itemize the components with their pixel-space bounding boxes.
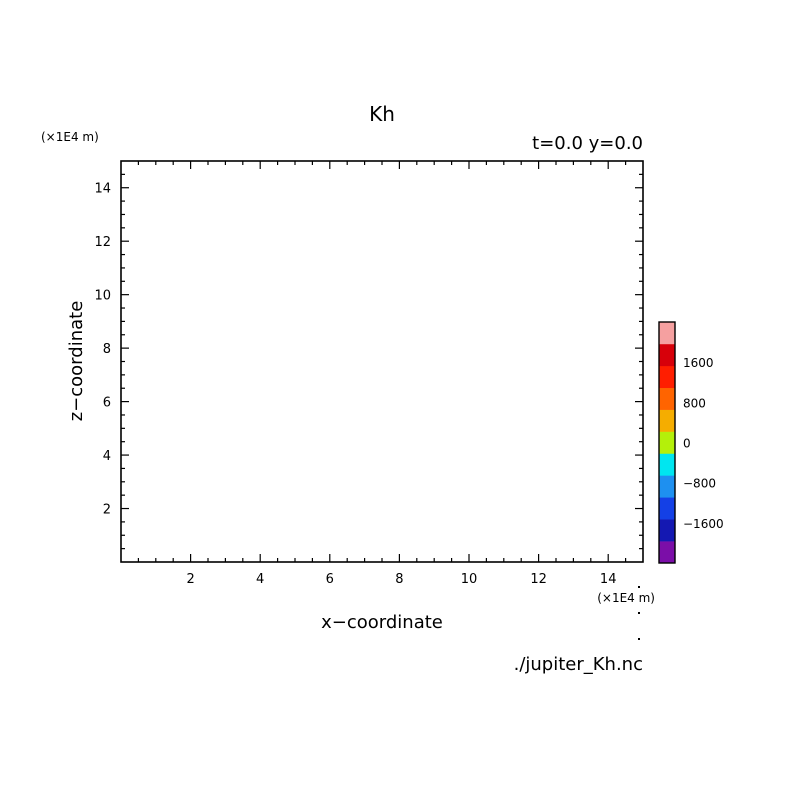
colorbar-band (659, 387, 675, 410)
x-tick-label: 8 (395, 572, 403, 587)
marker-dot (638, 638, 640, 640)
colorbar: 1600 800 0 −800 −1600 (658, 321, 724, 564)
y-tick-label: 4 (103, 449, 111, 464)
source-file-label: ./jupiter_Kh.nc (514, 654, 643, 675)
chart-subtitle: t=0.0 y=0.0 (532, 133, 643, 154)
y-axis-ticks (121, 173, 643, 550)
y-tick-label: 2 (103, 503, 111, 518)
x-tick-label: 14 (600, 572, 617, 587)
colorbar-band (659, 431, 675, 454)
x-tick-label: 6 (326, 572, 334, 587)
marker-dots (638, 586, 640, 640)
colorbar-tick-label: 800 (683, 396, 706, 410)
colorbar-tick-label: −800 (683, 477, 716, 491)
plot-area: 2 4 6 8 10 12 14 2 4 6 8 10 12 14 (94, 160, 644, 587)
x-axis-label: x−coordinate (321, 612, 443, 633)
colorbar-labels: 1600 800 0 −800 −1600 (683, 356, 724, 531)
marker-dot (638, 586, 640, 588)
colorbar-band (659, 519, 675, 542)
y-axis-tick-labels: 2 4 6 8 10 12 14 (94, 182, 111, 518)
colorbar-band (659, 365, 675, 389)
y-tick-label: 6 (103, 396, 111, 411)
colorbar-frame (658, 321, 676, 564)
colorbar-band (659, 453, 675, 476)
y-axis-unit: (×1E4 m) (41, 130, 99, 144)
colorbar-tick-label: 0 (683, 437, 691, 451)
colorbar-band (659, 409, 675, 432)
x-tick-label: 2 (186, 572, 194, 587)
y-tick-label: 12 (94, 235, 111, 250)
x-tick-label: 10 (461, 572, 478, 587)
colorbar-band (659, 343, 675, 367)
plot-frame (120, 160, 644, 563)
y-tick-label: 10 (94, 289, 111, 304)
x-axis-ticks (137, 161, 627, 562)
chart-title: Kh (369, 102, 395, 126)
colorbar-band (659, 475, 675, 498)
x-tick-label: 4 (256, 572, 264, 587)
colorbar-bands (659, 322, 675, 564)
y-tick-label: 14 (94, 182, 111, 197)
y-tick-label: 8 (103, 342, 111, 357)
colorbar-band (659, 322, 675, 345)
colorbar-tick-label: 1600 (683, 356, 714, 370)
colorbar-band (659, 541, 675, 564)
x-axis-tick-labels: 2 4 6 8 10 12 14 (186, 572, 616, 587)
x-tick-label: 12 (530, 572, 547, 587)
colorbar-tick-label: −1600 (683, 517, 724, 531)
marker-dot (638, 612, 640, 614)
y-axis-label: z−coordinate (66, 301, 87, 422)
x-axis-unit: (×1E4 m) (597, 591, 655, 605)
colorbar-band (659, 497, 675, 520)
